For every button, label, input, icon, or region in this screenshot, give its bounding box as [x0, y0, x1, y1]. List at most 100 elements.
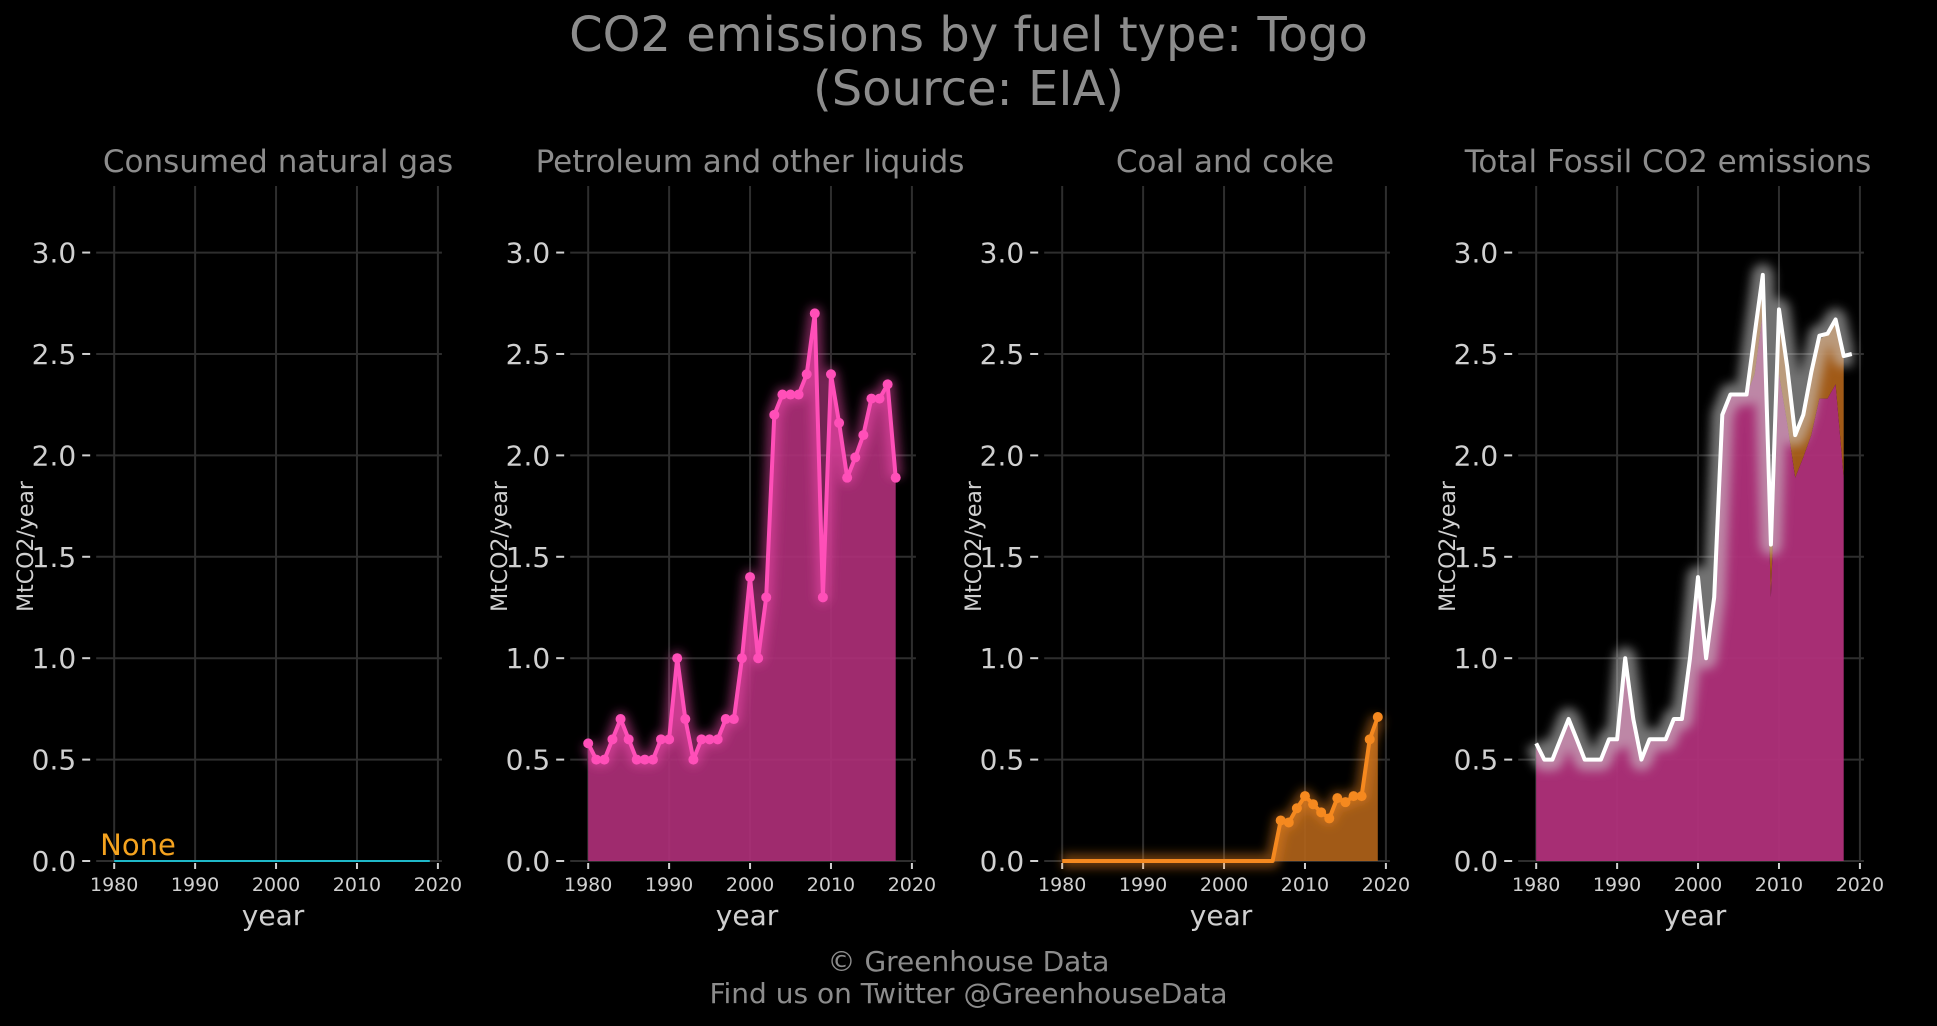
copyright-text: © Greenhouse Data — [827, 945, 1110, 978]
panel3-xtick-2000: 2000 — [1200, 874, 1248, 896]
panel3-point-2012 — [1316, 807, 1327, 818]
panel2-point-1990 — [664, 734, 675, 745]
panel3-xlabel: year — [1190, 899, 1253, 932]
panel2-point-2018 — [890, 472, 901, 483]
panel1-ytick-3.0: 3.0 — [32, 237, 77, 270]
panel2-point-2011 — [834, 417, 845, 428]
panel2-ytick-1.5: 1.5 — [506, 541, 551, 574]
panel3-point-2017 — [1356, 791, 1367, 802]
panel1-ytick-0.0: 0.0 — [32, 845, 77, 878]
panel4-xtick-2000: 2000 — [1674, 874, 1722, 896]
panel2-title: Petroleum and other liquids — [536, 144, 965, 180]
panel1-xtick-2000: 2000 — [252, 874, 300, 896]
panel3-ytick-0.5: 0.5 — [980, 744, 1025, 777]
panel2-xtick-2020: 2020 — [888, 874, 936, 896]
panel2-point-2005 — [785, 389, 796, 400]
panel2-point-2015 — [866, 393, 877, 404]
panel3-ytick-1.5: 1.5 — [980, 541, 1025, 574]
panel4-ylabel: MtCO2/year — [1436, 480, 1461, 612]
panel2-point-2004 — [777, 389, 788, 400]
panel1-ytick-2.0: 2.0 — [32, 439, 77, 472]
panel2-point-2006 — [793, 389, 804, 400]
panel2-ytick-0.0: 0.0 — [506, 845, 551, 878]
panel4-ytick-0.0: 0.0 — [1454, 845, 1499, 878]
panel2-point-1981 — [591, 754, 602, 765]
panel1-ylabel: MtCO2/year — [14, 480, 39, 612]
panel3-point-2008 — [1283, 817, 1294, 828]
panel2-xtick-2000: 2000 — [726, 874, 774, 896]
panel2-point-1982 — [599, 754, 610, 765]
chart-title: CO2 emissions by fuel type: Togo — [569, 7, 1368, 63]
panel3-point-2016 — [1348, 791, 1359, 802]
panel4-xtick-1980: 1980 — [1512, 874, 1560, 896]
panel2-xtick-1990: 1990 — [645, 874, 693, 896]
panel3-point-2015 — [1340, 797, 1351, 808]
panel2-ylabel: MtCO2/year — [488, 480, 513, 612]
panel4-ytick-2.5: 2.5 — [1454, 338, 1499, 371]
panel3-point-2019 — [1372, 712, 1383, 723]
panel2-point-2002 — [761, 592, 772, 603]
panel1-xlabel: year — [242, 899, 305, 932]
panel2-point-2014 — [858, 430, 869, 441]
panel4-ytick-1.5: 1.5 — [1454, 541, 1499, 574]
panel2-point-2017 — [882, 379, 893, 390]
panel2-point-1985 — [623, 734, 634, 745]
panel2-ytick-3.0: 3.0 — [506, 237, 551, 270]
twitter-credit: Find us on Twitter @GreenhouseData — [709, 977, 1228, 1010]
panel2-point-1992 — [680, 714, 691, 725]
panel1-ytick-0.5: 0.5 — [32, 744, 77, 777]
panel2-point-1996 — [712, 734, 723, 745]
panel4-ytick-1.0: 1.0 — [1454, 642, 1499, 675]
panel2-point-1984 — [615, 714, 626, 725]
panel2-point-1994 — [696, 734, 707, 745]
panel2-point-2016 — [874, 393, 885, 404]
panel4-xtick-1990: 1990 — [1593, 874, 1641, 896]
panel2-ytick-1.0: 1.0 — [506, 642, 551, 675]
panel1-xtick-1980: 1980 — [90, 874, 138, 896]
panel2-point-1986 — [631, 754, 642, 765]
panel3-ytick-0.0: 0.0 — [980, 845, 1025, 878]
panel3-point-2007 — [1275, 815, 1286, 826]
panel1-xtick-2020: 2020 — [414, 874, 462, 896]
panel2-point-2001 — [753, 653, 764, 664]
panel2-point-2013 — [850, 452, 861, 463]
panel2-xtick-2010: 2010 — [807, 874, 855, 896]
panel3-ytick-2.0: 2.0 — [980, 439, 1025, 472]
panel4-ytick-0.5: 0.5 — [1454, 744, 1499, 777]
panel4-series-line — [1534, 272, 1853, 762]
panel1-xtick-2010: 2010 — [333, 874, 381, 896]
panel3-ylabel: MtCO2/year — [962, 480, 987, 612]
panel2-point-1995 — [704, 734, 715, 745]
panel4-xlabel: year — [1664, 899, 1727, 932]
panel4-petroleum-area — [1536, 313, 1844, 861]
panel3-ytick-3.0: 3.0 — [980, 237, 1025, 270]
panel2-point-1980 — [583, 738, 594, 749]
panel3-point-2011 — [1308, 799, 1319, 810]
panel2-point-1998 — [728, 714, 739, 725]
panel3-ytick-2.5: 2.5 — [980, 338, 1025, 371]
panel4-xtick-2020: 2020 — [1836, 874, 1884, 896]
panel3-point-2018 — [1364, 734, 1375, 745]
panel4-xtick-2010: 2010 — [1755, 874, 1803, 896]
panel2-point-1993 — [688, 754, 699, 765]
panel2-point-2009 — [817, 592, 828, 603]
panel2-xlabel: year — [716, 899, 779, 932]
panel2-point-2010 — [825, 369, 836, 380]
panel3-title: Coal and coke — [1116, 144, 1334, 180]
panel3-point-2010 — [1299, 791, 1310, 802]
panel2-point-2012 — [842, 472, 853, 483]
panel3-ytick-1.0: 1.0 — [980, 642, 1025, 675]
panel2-point-2000 — [745, 572, 756, 583]
panel2-point-1983 — [607, 734, 618, 745]
panel1-ytick-1.5: 1.5 — [32, 541, 77, 574]
panel4-ytick-3.0: 3.0 — [1454, 237, 1499, 270]
panel3-xtick-1990: 1990 — [1119, 874, 1167, 896]
panel1-xtick-1990: 1990 — [171, 874, 219, 896]
panel2-point-2008 — [809, 308, 820, 319]
panel3-point-2009 — [1291, 803, 1302, 814]
panel2-point-1989 — [656, 734, 667, 745]
panel2-ytick-2.0: 2.0 — [506, 439, 551, 472]
panel1-title: Consumed natural gas — [103, 144, 453, 180]
panel2-point-2007 — [801, 369, 812, 380]
